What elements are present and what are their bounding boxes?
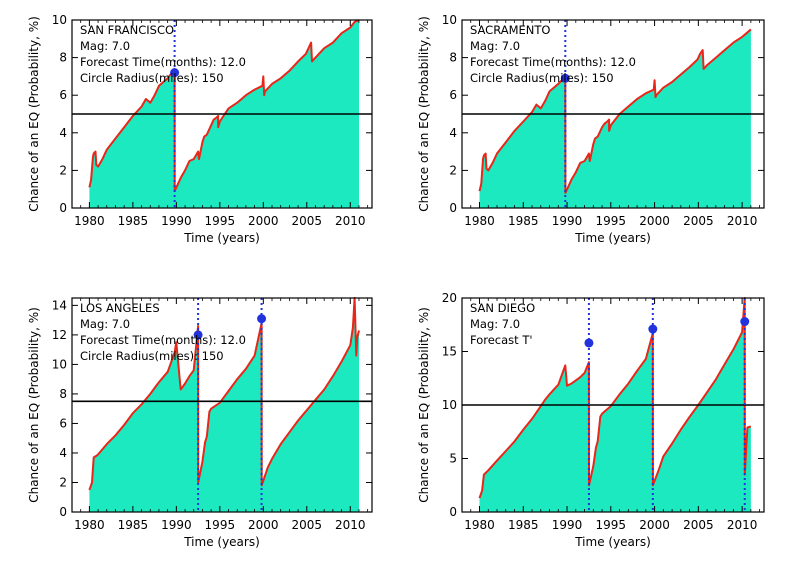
x-tick-label: 1980 — [464, 518, 495, 532]
event-marker — [193, 330, 203, 340]
x-tick-label: 2010 — [335, 518, 366, 532]
x-tick-label: 1995 — [596, 518, 627, 532]
y-axis-title: Chance of an EQ (Probability, %) — [417, 16, 431, 212]
y-tick-label: 6 — [59, 416, 67, 430]
x-tick-label: 1995 — [205, 214, 236, 228]
x-axis-title: Time (years) — [183, 535, 260, 549]
plot-frame — [461, 19, 765, 209]
x-tick-label: 2000 — [639, 518, 670, 532]
x-tick-label: 2010 — [727, 214, 758, 228]
probability-area — [89, 298, 360, 512]
y-tick-label: 4 — [59, 446, 67, 460]
x-tick-label: 2005 — [683, 214, 714, 228]
x-axis-title: Time (years) — [183, 231, 260, 245]
y-axis-title: Chance of an EQ (Probability, %) — [417, 307, 431, 503]
x-tick-label: 2000 — [248, 518, 279, 532]
panel-annotation: Circle Radius(miles): 150 — [470, 71, 614, 85]
y-tick-label: 2 — [59, 163, 67, 177]
panel-annotation: Circle Radius(miles): 150 — [80, 349, 224, 363]
x-tick-label: 1995 — [205, 518, 236, 532]
x-tick-label: 1980 — [74, 214, 105, 228]
panel-san-francisco: 1980 1985 1990 1995 2000 2005 2010 0 2 4 6 8 10 Time … — [27, 13, 373, 245]
y-tick-label: 10 — [442, 13, 457, 27]
x-tick-label: 2005 — [683, 518, 714, 532]
x-tick-label: 1995 — [596, 214, 627, 228]
x-tick-label: 1985 — [508, 214, 539, 228]
x-tick-label: 1990 — [161, 518, 192, 532]
panel-annotation: Forecast Time(months): 12.0 — [80, 333, 246, 347]
x-tick-label: 1980 — [464, 214, 495, 228]
y-tick-label: 10 — [52, 357, 67, 371]
event-marker — [560, 73, 570, 83]
probability-area — [89, 20, 360, 208]
panel-annotation: Mag: 7.0 — [80, 317, 130, 331]
x-tick-label: 1990 — [161, 214, 192, 228]
y-tick-label: 12 — [52, 328, 67, 342]
y-tick-label: 15 — [442, 345, 457, 359]
probability-line — [478, 297, 752, 499]
x-tick-label: 2005 — [292, 214, 323, 228]
x-tick-label: 2010 — [727, 518, 758, 532]
plot-frame — [71, 297, 373, 513]
y-tick-label: 0 — [59, 201, 67, 215]
event-marker — [257, 314, 267, 324]
x-tick-label: 1985 — [508, 518, 539, 532]
y-tick-label: 0 — [449, 201, 457, 215]
y-tick-label: 20 — [442, 291, 457, 305]
x-tick-label: 2010 — [335, 214, 366, 228]
y-tick-label: 6 — [449, 88, 457, 102]
y-tick-label: 8 — [59, 51, 67, 65]
panel-sacramento: 1980 1985 1990 1995 2000 2005 2010 0 2 4 6 8 10 Time … — [417, 13, 765, 245]
probability-area — [479, 29, 751, 209]
y-tick-label: 2 — [449, 163, 457, 177]
panel-san-diego: 1980 1985 1990 1995 2000 2005 2010 0 5 10 15 20 Time… — [417, 291, 765, 549]
probability-line — [88, 19, 360, 193]
x-tick-label: 1990 — [552, 214, 583, 228]
panel-title: SAN DIEGO — [470, 301, 535, 315]
y-tick-label: 14 — [52, 298, 67, 312]
y-tick-label: 4 — [59, 126, 67, 140]
y-tick-label: 0 — [449, 505, 457, 519]
x-tick-label: 1985 — [118, 214, 149, 228]
panel-title: LOS ANGELES — [80, 301, 160, 315]
panel-annotation: Mag: 7.0 — [80, 39, 130, 53]
x-tick-label: 1990 — [552, 518, 583, 532]
probability-line — [88, 297, 360, 491]
event-marker — [648, 324, 658, 334]
y-tick-label: 8 — [449, 51, 457, 65]
y-tick-label: 0 — [59, 505, 67, 519]
panel-annotation: Circle Radius(miles): 150 — [80, 71, 224, 85]
x-tick-label: 2000 — [639, 214, 670, 228]
panel-annotation: Forecast Time(months): 12.0 — [470, 55, 636, 69]
event-marker — [740, 317, 750, 327]
x-tick-label: 1985 — [118, 518, 149, 532]
y-axis-title: Chance of an EQ (Probability, %) — [27, 307, 41, 503]
event-marker — [584, 338, 594, 348]
event-marker — [170, 68, 180, 78]
y-tick-label: 5 — [449, 452, 457, 466]
plot-frame — [71, 19, 373, 209]
x-axis-title: Time (years) — [574, 535, 651, 549]
x-tick-label: 2005 — [292, 518, 323, 532]
y-axis-title: Chance of an EQ (Probability, %) — [27, 16, 41, 212]
y-tick-label: 2 — [59, 475, 67, 489]
probability-line — [478, 28, 752, 194]
y-tick-label: 10 — [52, 13, 67, 27]
panel-los-angeles: 1980 1985 1990 1995 2000 2005 2010 0 2 4 6 8 10 12 14 T… — [27, 297, 373, 549]
x-tick-label: 1980 — [74, 518, 105, 532]
x-axis-title: Time (years) — [574, 231, 651, 245]
y-tick-label: 10 — [442, 398, 457, 412]
y-tick-label: 8 — [59, 387, 67, 401]
panel-annotation: Mag: 7.0 — [470, 39, 520, 53]
panel-annotation: Forecast Time(months): 12.0 — [80, 55, 246, 69]
panel-annotation: Mag: 7.0 — [470, 317, 520, 331]
panel-title: SACRAMENTO — [470, 23, 550, 37]
y-tick-label: 4 — [449, 126, 457, 140]
x-tick-label: 2000 — [248, 214, 279, 228]
panel-annotation: Forecast T' — [470, 333, 533, 347]
panel-title: SAN FRANCISCO — [80, 23, 174, 37]
y-tick-label: 6 — [59, 88, 67, 102]
